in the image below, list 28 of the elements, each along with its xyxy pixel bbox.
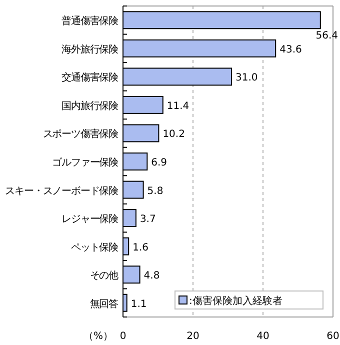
text: 10.2	[162, 129, 185, 140]
text: 56.4	[316, 30, 338, 42]
x-tick-label: 20	[186, 331, 200, 342]
x-tick-label: 0	[120, 331, 126, 342]
y-tick-label: 国内旅行保険	[62, 100, 119, 112]
text: 31.0	[236, 72, 258, 84]
text: 6.9	[151, 158, 168, 168]
x-axis-title: （%）	[83, 331, 113, 342]
x-tick-label: 40	[256, 331, 270, 342]
y-tick-label: その他	[90, 270, 119, 282]
text: 43.6	[280, 44, 302, 56]
text: 1.1	[130, 298, 147, 310]
y-tick-label: 海外旅行保険	[62, 43, 119, 56]
text: 4.8	[144, 270, 160, 282]
y-tick-label: スキー・スノーボード保険	[5, 186, 119, 197]
y-tick-label: スポーツ傷害保険	[42, 128, 119, 140]
y-tick-label: 無回答	[90, 298, 119, 310]
y-tick-label: ペット保険	[70, 242, 119, 254]
y-tick-label: 交通傷害保険	[62, 72, 119, 84]
y-tick-label: レジャー保険	[62, 214, 119, 226]
y-tick-label: 普通傷害保険	[62, 15, 119, 28]
text: 5.8	[147, 186, 164, 197]
text: 11.4	[166, 100, 190, 112]
text: 3.7	[140, 214, 156, 226]
legend-label: :傷害保険加入経験者	[189, 295, 282, 307]
text: 1.6	[132, 242, 149, 254]
y-tick-label: ゴルファー保険	[52, 156, 119, 168]
x-tick-label: 60	[326, 331, 340, 342]
